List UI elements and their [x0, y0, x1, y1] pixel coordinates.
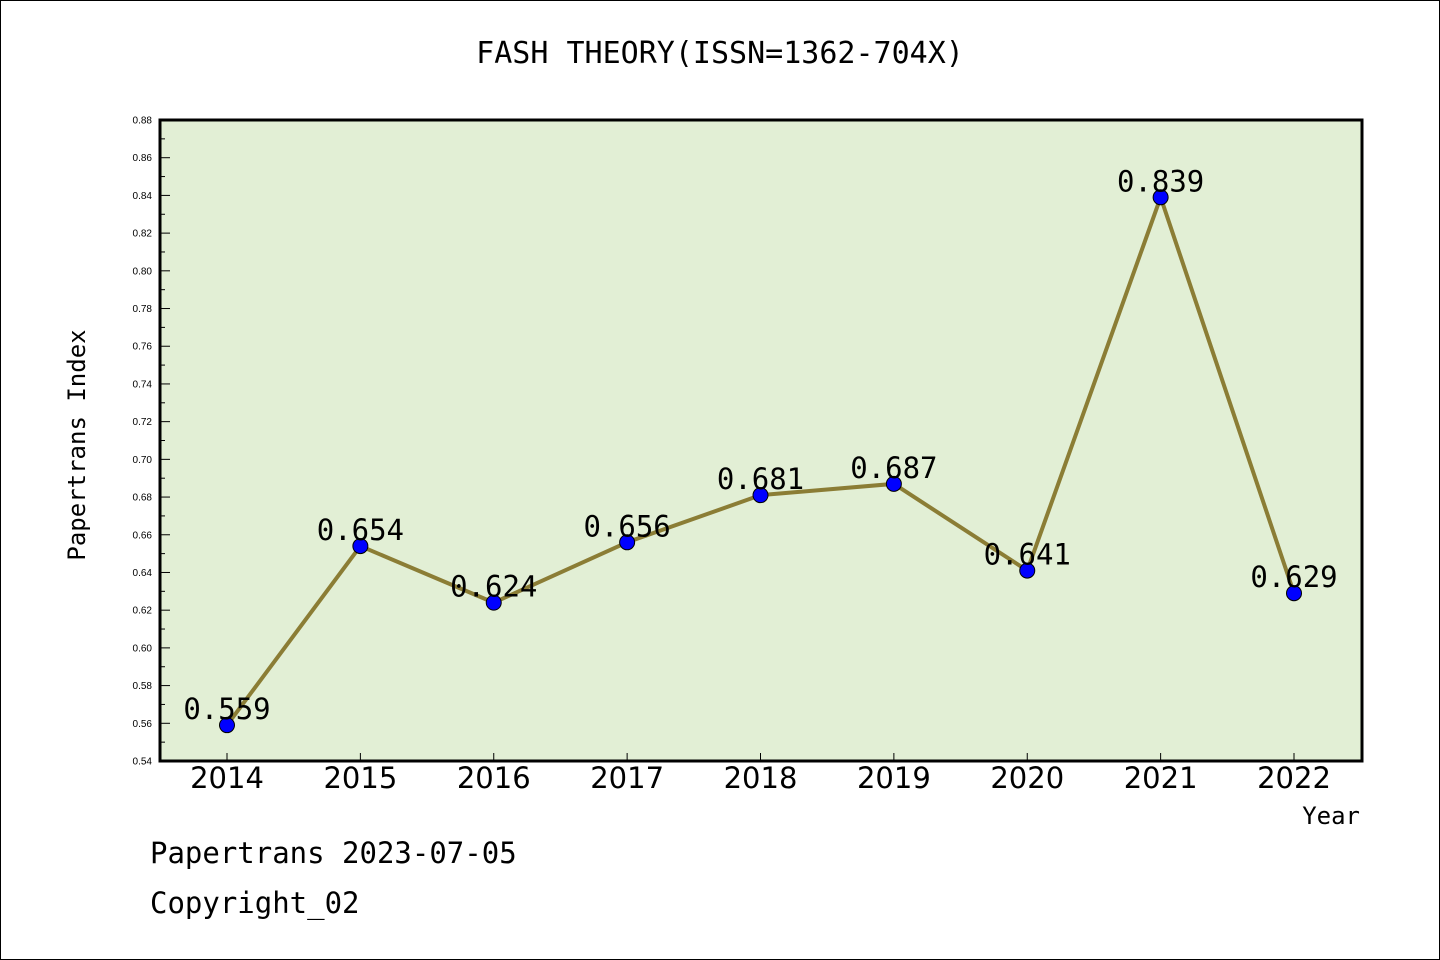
- x-tick-label: 2016: [457, 761, 531, 795]
- y-tick-label: 0.74: [133, 379, 153, 390]
- data-point: [1019, 562, 1036, 579]
- data-point: [352, 538, 369, 555]
- data-label: 0.681: [717, 462, 804, 496]
- data-point: [219, 717, 235, 734]
- x-tick-label: 2022: [1257, 761, 1331, 795]
- data-label: 0.629: [1250, 560, 1337, 594]
- data-label: 0.654: [317, 513, 404, 547]
- plot-area: [160, 120, 1362, 761]
- data-label: 0.656: [583, 509, 670, 543]
- data-label: 0.641: [984, 538, 1071, 572]
- y-tick-label: 0.66: [133, 530, 153, 541]
- y-tick-label: 0.72: [133, 417, 153, 428]
- chart-title: FASH THEORY(ISSN=1362-704X): [476, 36, 964, 71]
- data-label: 0.559: [183, 692, 270, 726]
- y-tick-label: 0.62: [133, 606, 153, 617]
- data-label: 0.839: [1117, 164, 1204, 198]
- x-tick-label: 2018: [724, 761, 798, 795]
- x-tick-label: 2014: [190, 761, 264, 795]
- x-tick-label: 2020: [990, 761, 1064, 795]
- y-tick-label: 0.58: [133, 681, 153, 692]
- data-point: [885, 475, 902, 492]
- data-point: [619, 534, 636, 551]
- y-tick-label: 0.86: [133, 153, 153, 164]
- y-tick-label: 0.56: [133, 719, 153, 730]
- y-tick-label: 0.84: [133, 191, 153, 202]
- footer-date: Papertrans 2023-07-05: [150, 836, 517, 870]
- y-tick-label: 0.88: [133, 116, 153, 127]
- footer-copyright: Copyright_02: [150, 886, 360, 920]
- data-point: [485, 594, 502, 611]
- y-tick-label: 0.70: [133, 455, 153, 466]
- plot-border: [158, 118, 1364, 763]
- y-tick-label: 0.60: [133, 643, 153, 654]
- y-tick-label: 0.64: [133, 568, 153, 579]
- x-axis-label: Year: [1302, 802, 1360, 830]
- x-tick-label: 2021: [1124, 761, 1198, 795]
- y-tick-label: 0.76: [133, 342, 153, 353]
- data-point: [752, 487, 769, 504]
- y-tick-label: 0.68: [133, 493, 153, 504]
- x-tick-label: 2019: [857, 761, 931, 795]
- data-point: [1286, 585, 1302, 602]
- data-point: [1152, 189, 1169, 206]
- y-tick-label: 0.78: [133, 304, 153, 315]
- x-tick-label: 2017: [590, 761, 664, 795]
- data-label: 0.624: [450, 570, 537, 604]
- y-tick-label: 0.80: [133, 266, 153, 277]
- data-label: 0.687: [850, 451, 937, 485]
- y-tick-label: 0.54: [133, 757, 153, 768]
- x-tick-label: 2015: [323, 761, 397, 795]
- y-tick-label: 0.82: [133, 229, 153, 240]
